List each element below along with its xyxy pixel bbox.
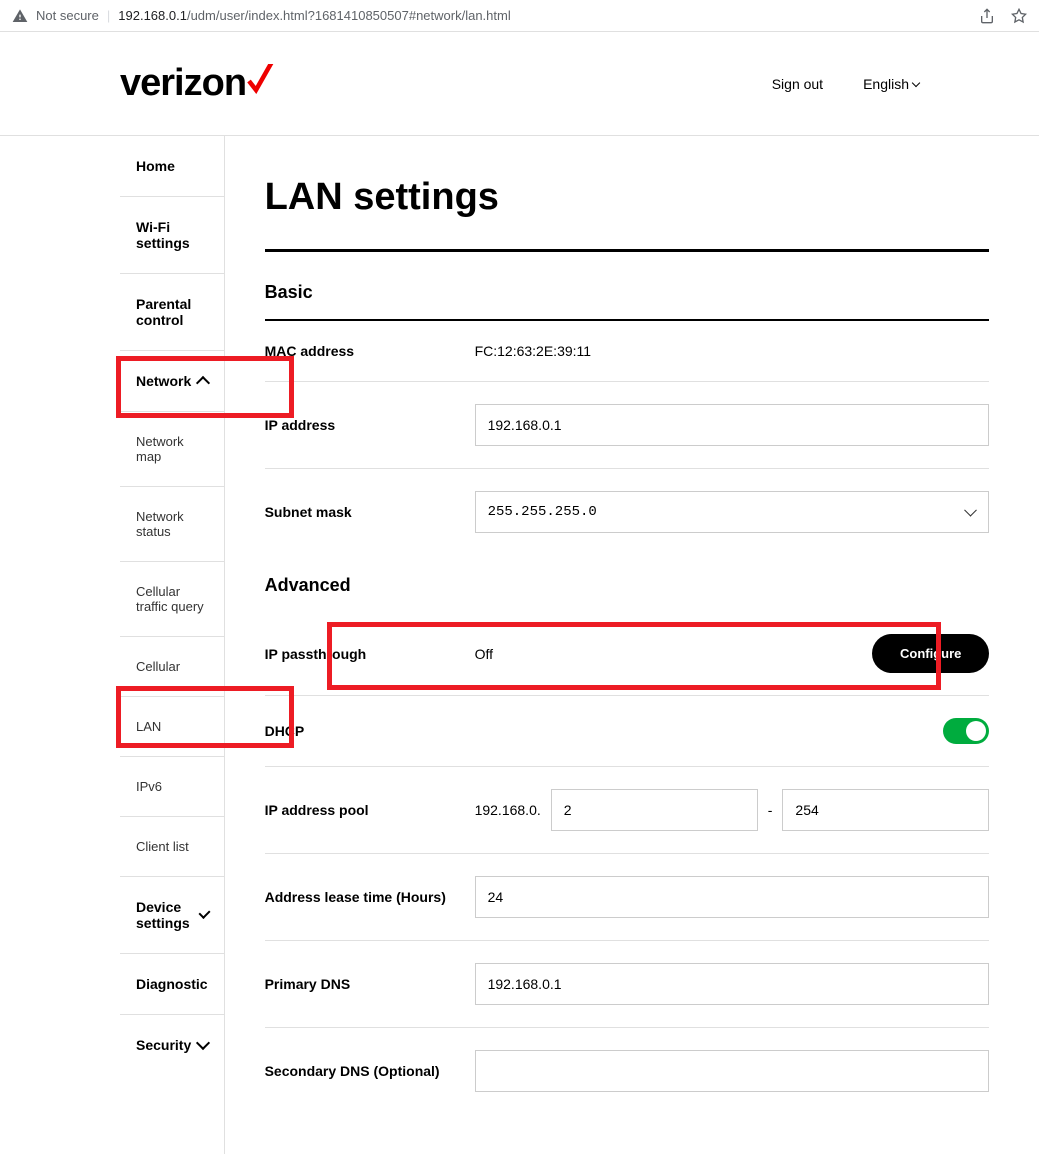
subnet-mask-select[interactable]: 255.255.255.0 bbox=[475, 491, 990, 533]
share-icon[interactable] bbox=[979, 8, 995, 24]
verizon-logo[interactable]: verizon bbox=[120, 62, 276, 105]
row-pool: IP address pool 192.168.0. - bbox=[265, 767, 990, 854]
pool-end-input[interactable] bbox=[782, 789, 989, 831]
highlight-passthrough bbox=[327, 622, 941, 690]
secondary-dns-label: Secondary DNS (Optional) bbox=[265, 1063, 475, 1079]
sidebar: Home Wi-Fi settings Parental control Net… bbox=[0, 136, 225, 1154]
row-primary-dns: Primary DNS bbox=[265, 941, 990, 1028]
mac-label: MAC address bbox=[265, 343, 475, 359]
ip-address-input[interactable] bbox=[475, 404, 990, 446]
pool-start-input[interactable] bbox=[551, 789, 758, 831]
sidebar-item-security[interactable]: Security bbox=[120, 1015, 224, 1075]
warning-icon bbox=[12, 8, 28, 24]
star-icon[interactable] bbox=[1011, 8, 1027, 24]
sidebar-item-diagnostic[interactable]: Diagnostic bbox=[120, 954, 224, 1015]
highlight-network bbox=[116, 356, 294, 418]
sidebar-item-home[interactable]: Home bbox=[120, 136, 224, 197]
page-header: verizon Sign out English bbox=[0, 32, 1039, 135]
row-ip: IP address bbox=[265, 382, 990, 469]
browser-address-bar: Not secure | 192.168.0.1/udm/user/index.… bbox=[0, 0, 1039, 32]
mac-value: FC:12:63:2E:39:11 bbox=[475, 343, 591, 359]
primary-dns-input[interactable] bbox=[475, 963, 990, 1005]
row-lease: Address lease time (Hours) bbox=[265, 854, 990, 941]
pool-dash: - bbox=[768, 802, 773, 818]
sidebar-item-wifi[interactable]: Wi-Fi settings bbox=[120, 197, 224, 274]
highlight-lan bbox=[116, 686, 294, 748]
chevron-down-icon bbox=[912, 78, 920, 86]
lease-label: Address lease time (Hours) bbox=[265, 889, 475, 905]
row-secondary-dns: Secondary DNS (Optional) bbox=[265, 1028, 990, 1114]
sidebar-item-parental[interactable]: Parental control bbox=[120, 274, 224, 351]
sidebar-item-ipv6[interactable]: IPv6 bbox=[120, 757, 224, 817]
sidebar-item-network-status[interactable]: Network status bbox=[120, 487, 224, 562]
section-basic: Basic bbox=[265, 282, 990, 321]
chevron-down-icon bbox=[196, 1036, 210, 1050]
dhcp-toggle[interactable] bbox=[943, 718, 989, 744]
verizon-check-icon bbox=[246, 64, 276, 94]
row-dhcp: DHCP bbox=[265, 696, 990, 767]
pool-prefix: 192.168.0. bbox=[475, 802, 541, 818]
sidebar-item-network-map[interactable]: Network map bbox=[120, 412, 224, 487]
signout-link[interactable]: Sign out bbox=[772, 76, 823, 92]
language-selector[interactable]: English bbox=[863, 76, 919, 92]
sidebar-item-client-list[interactable]: Client list bbox=[120, 817, 224, 877]
row-mac: MAC address FC:12:63:2E:39:11 bbox=[265, 321, 990, 382]
lease-time-input[interactable] bbox=[475, 876, 990, 918]
browser-url[interactable]: 192.168.0.1/udm/user/index.html?16814108… bbox=[118, 8, 510, 23]
row-subnet: Subnet mask 255.255.255.0 bbox=[265, 469, 990, 555]
sidebar-item-cellular-traffic[interactable]: Cellular traffic query bbox=[120, 562, 224, 637]
subnet-label: Subnet mask bbox=[265, 504, 475, 520]
secondary-dns-input[interactable] bbox=[475, 1050, 990, 1092]
ip-label: IP address bbox=[265, 417, 475, 433]
security-label: Not secure bbox=[36, 8, 99, 23]
primary-dns-label: Primary DNS bbox=[265, 976, 475, 992]
page-title: LAN settings bbox=[265, 176, 990, 252]
section-advanced: Advanced bbox=[265, 555, 990, 612]
sidebar-item-device-settings[interactable]: Device settings bbox=[120, 877, 224, 954]
pool-label: IP address pool bbox=[265, 802, 475, 818]
dhcp-label: DHCP bbox=[265, 723, 475, 739]
